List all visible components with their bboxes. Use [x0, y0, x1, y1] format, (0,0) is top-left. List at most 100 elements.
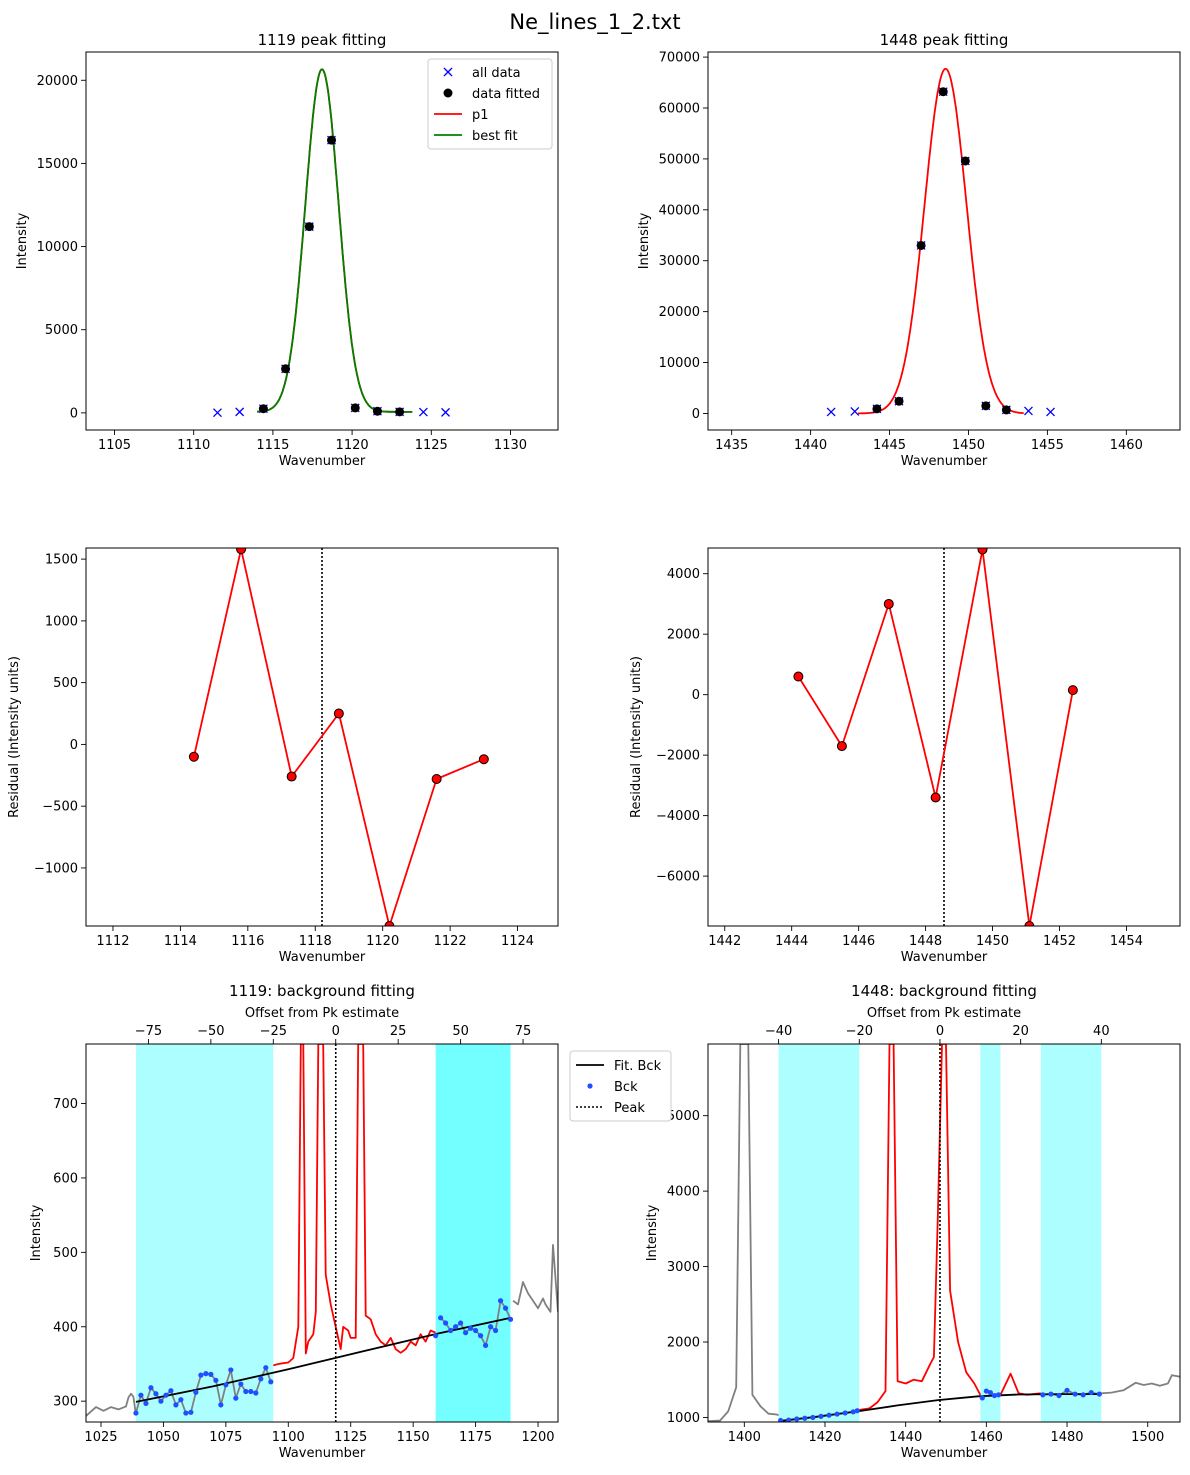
background-1119-chart: Intensity 1025 1050 1075 1100 1125 1150 1175 120…: [29, 982, 559, 1461]
data-fitted-marker: [281, 364, 291, 374]
best-fit-curve: [256, 68, 413, 413]
residual-point: [384, 921, 395, 926]
y-axis-label: Intensity: [645, 1204, 660, 1261]
residual-point: [836, 741, 847, 752]
data-fitted-marker: [327, 135, 337, 145]
all-data-marker: [826, 407, 836, 417]
x-tick-label: 1440: [889, 1430, 922, 1445]
y-tick-label: 300: [53, 1395, 78, 1410]
bck-point: [153, 1391, 159, 1397]
all-data-marker: [1046, 407, 1056, 417]
plot-title: 1119 peak fitting: [258, 31, 387, 49]
residual-point: [333, 708, 344, 719]
x-tick-label: 1420: [808, 1430, 841, 1445]
x-tick-label: 1500: [1131, 1430, 1164, 1445]
figure-title: Ne_lines_1_2.txt: [509, 10, 680, 35]
data-fitted-marker: [916, 240, 926, 250]
bck-point: [173, 1402, 179, 1408]
plot-area: [188, 548, 489, 926]
top-tick-label: 75: [515, 1024, 532, 1039]
y-tick-label: 5000: [45, 323, 78, 338]
background-region: [135, 1044, 274, 1422]
data-fitted-marker: [304, 222, 314, 232]
plot-frame: [707, 547, 1181, 927]
top-tick-label: 40: [1093, 1024, 1110, 1039]
residual-point: [883, 598, 894, 609]
peak-region-line: [999, 1372, 1041, 1396]
plot-frame: [707, 51, 1181, 431]
y-tick-label: 50000: [659, 152, 700, 167]
plot-frame: [707, 1043, 1181, 1423]
bck-point: [507, 1316, 514, 1322]
y-tick-label: 5000: [667, 1109, 700, 1124]
y-tick-label: 4000: [667, 567, 700, 582]
residual-line: [797, 548, 1074, 926]
y-tick-label: 0: [692, 407, 700, 422]
y-tick-label: 0: [692, 688, 700, 703]
legend-label: Fit. Bck: [614, 1059, 662, 1074]
residual-point: [478, 754, 489, 765]
y-tick-label: 2000: [667, 1336, 700, 1351]
bck-point: [168, 1388, 174, 1394]
legend-label: p1: [472, 108, 489, 123]
x-tick-label: 1115: [256, 438, 289, 453]
bck-point: [458, 1320, 464, 1326]
top-tick-label: −25: [260, 1024, 287, 1039]
bck-point: [462, 1330, 469, 1336]
legend-box: [569, 1050, 672, 1122]
y-tick-label: 20000: [37, 74, 78, 89]
y-tick-label: 15000: [37, 157, 78, 172]
residual-point: [1024, 921, 1035, 926]
top-axis-label: Offset from Pk estimate: [867, 1006, 1021, 1021]
bck-point: [258, 1376, 264, 1382]
bck-point: [243, 1388, 249, 1395]
bck-point: [163, 1392, 169, 1398]
top-tick-label: −40: [765, 1024, 792, 1039]
bck-point: [433, 1333, 439, 1339]
y-axis-label: Intensity: [15, 212, 30, 269]
bck-point: [826, 1412, 832, 1418]
y-tick-label: −2000: [656, 749, 700, 764]
p1-curve: [857, 67, 1024, 415]
legend-box: [427, 58, 553, 150]
y-tick-label: 500: [53, 1246, 78, 1261]
bck-point: [248, 1388, 254, 1395]
background-region: [778, 1044, 860, 1422]
all-data-marker: [213, 408, 222, 418]
bck-point: [467, 1325, 474, 1331]
x-axis-label: Wavenumber: [279, 1446, 366, 1461]
y-tick-label: 60000: [659, 102, 700, 117]
bck-point: [1080, 1392, 1086, 1398]
data-fitted-marker: [350, 403, 360, 413]
bck-point: [1088, 1389, 1094, 1396]
legend-bck-marker: [587, 1083, 593, 1089]
x-tick-label: 1448: [909, 934, 942, 949]
top-tick-label: 20: [1012, 1024, 1029, 1039]
residual-point: [431, 774, 442, 784]
x-tick-label: 1120: [366, 934, 399, 949]
bck-point: [453, 1324, 459, 1330]
plot-frame: [85, 547, 559, 927]
residual-point: [1067, 685, 1078, 696]
peak-fit-1119-chart: Intensity 1105 1110 1115 1120 1125 1130 0 5000 10…: [15, 31, 559, 469]
residual-point: [977, 548, 988, 555]
y-tick-label: 30000: [659, 254, 700, 269]
top-tick-label: 0: [936, 1024, 944, 1039]
x-tick-label: 1110: [177, 438, 210, 453]
bck-point: [472, 1327, 479, 1334]
all-data-marker: [235, 407, 245, 417]
bck-point: [253, 1390, 259, 1396]
x-tick-label: 1442: [708, 934, 741, 949]
bck-point: [178, 1397, 184, 1403]
y-tick-label: −4000: [656, 809, 700, 824]
x-tick-label: 1450: [952, 438, 985, 453]
bck-point: [133, 1410, 139, 1416]
y-tick-label: 2000: [667, 628, 700, 643]
x-axis-label: Wavenumber: [279, 454, 366, 469]
bck-point: [1072, 1391, 1078, 1397]
top-tick-label: −50: [197, 1024, 224, 1039]
x-tick-label: 1450: [976, 934, 1009, 949]
y-tick-label: 70000: [659, 51, 700, 66]
